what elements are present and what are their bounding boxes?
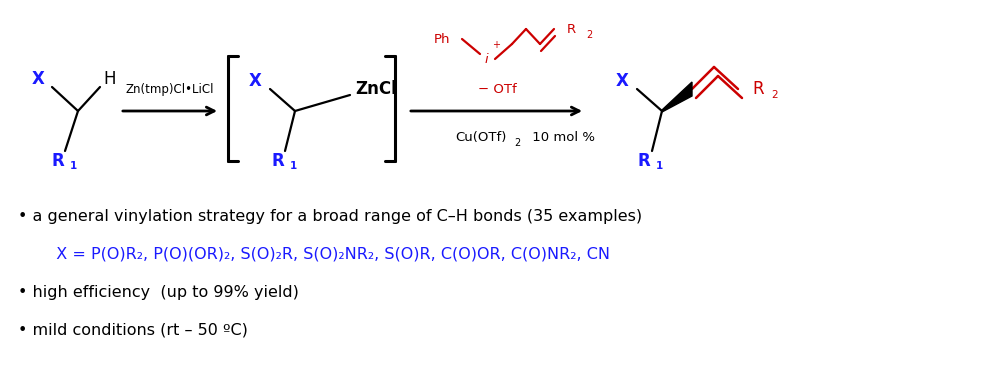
Text: X: X — [616, 72, 628, 90]
Text: 2: 2 — [586, 30, 592, 40]
Text: X = P(O)R₂, P(O)(OR)₂, S(O)₂R, S(O)₂NR₂, S(O)R, C(O)OR, C(O)NR₂, CN: X = P(O)R₂, P(O)(OR)₂, S(O)₂R, S(O)₂NR₂,… — [46, 246, 610, 261]
Text: H: H — [104, 70, 116, 88]
Text: Cu(OTf): Cu(OTf) — [455, 131, 506, 143]
Text: R: R — [638, 152, 650, 170]
Text: Ph: Ph — [434, 33, 450, 45]
Text: 1: 1 — [655, 161, 663, 171]
Text: Zn(tmp)Cl•LiCl: Zn(tmp)Cl•LiCl — [126, 82, 214, 96]
Text: • mild conditions (rt – 50 ºC): • mild conditions (rt – 50 ºC) — [18, 322, 248, 337]
Polygon shape — [662, 82, 692, 112]
Text: − OTf: − OTf — [478, 82, 516, 96]
Text: +: + — [492, 40, 500, 50]
Text: 2: 2 — [514, 138, 521, 148]
Text: i: i — [484, 52, 488, 66]
Text: • high efficiency  (up to 99% yield): • high efficiency (up to 99% yield) — [18, 284, 299, 299]
Text: • a general vinylation strategy for a broad range of C–H bonds (35 examples): • a general vinylation strategy for a br… — [18, 209, 642, 224]
Text: X: X — [249, 72, 261, 90]
Text: 2: 2 — [772, 90, 778, 100]
Text: 10 mol %: 10 mol % — [528, 131, 595, 143]
Text: ZnCl: ZnCl — [355, 80, 397, 98]
Text: R: R — [272, 152, 284, 170]
Text: 1: 1 — [289, 161, 297, 171]
Text: X: X — [32, 70, 44, 88]
Text: R: R — [567, 22, 576, 36]
Text: R: R — [52, 152, 64, 170]
Text: R: R — [752, 80, 764, 98]
Text: 1: 1 — [69, 161, 77, 171]
